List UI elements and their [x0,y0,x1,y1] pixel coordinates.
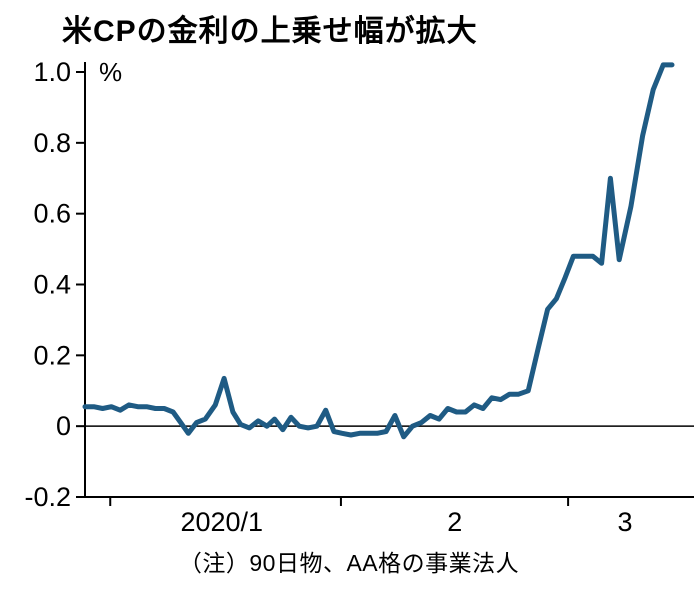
x-tick-label: 3 [618,507,633,537]
y-tick-label: 0.4 [33,270,71,300]
y-tick-label: 0.8 [33,128,71,158]
y-axis-unit-label: % [99,57,122,87]
x-tick-label: 2 [447,507,462,537]
x-tick-label: 2020/1 [180,507,263,537]
y-tick-label: 0.2 [33,340,71,370]
chart-note: （注）90日物、AA格の事業法人 [178,550,520,576]
y-tick-label: 1.0 [33,57,71,87]
y-tick-label: 0 [56,411,71,441]
y-tick-label: -0.2 [24,482,71,512]
chart-title: 米CPの金利の上乗せ幅が拡大 [62,15,478,48]
y-tick-label: 0.6 [33,199,71,229]
line-chart: 1.0 0.8 0.6 0.4 0.2 0 -0.2% 2020/1 2 3 [24,57,694,537]
series-line [82,62,675,440]
